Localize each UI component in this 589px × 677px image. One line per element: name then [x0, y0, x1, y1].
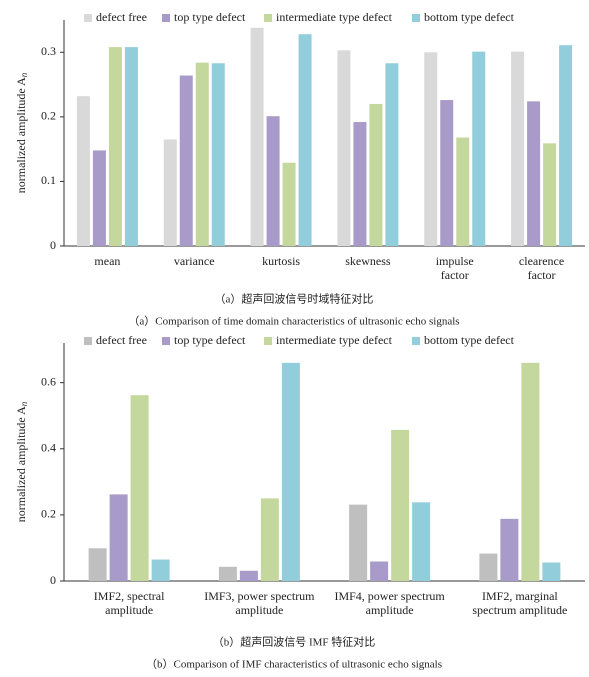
x-tick-label: IMF2, marginal spectrum amplitude: [472, 589, 567, 617]
x-tick-label: IMF3, power spectrum amplitude: [204, 589, 315, 617]
x-tick-label: mean: [94, 254, 120, 268]
bar: [108, 47, 122, 247]
legend-label: intermediate type defect: [276, 333, 393, 347]
bar: [239, 570, 258, 581]
y-tick-label: 0.2: [41, 109, 56, 123]
x-tick-label: skewness: [345, 254, 391, 268]
legend-swatch: [84, 14, 92, 22]
y-axis-label-sub: n: [19, 72, 29, 77]
bar: [109, 494, 128, 581]
caption-cn: （a）超声回波信号时域特征对比: [215, 292, 374, 306]
x-tick-label: variance: [174, 254, 215, 268]
legend-swatch: [162, 14, 170, 22]
bar: [179, 75, 193, 246]
bar: [250, 27, 264, 247]
legend-label: defect free: [96, 333, 147, 347]
bar: [370, 561, 389, 581]
caption-cn: （b）超声回波信号 IMF 特征对比: [213, 635, 376, 649]
y-tick-label: 0: [50, 238, 56, 252]
legend-swatch: [264, 337, 272, 345]
bar: [92, 150, 106, 246]
bar: [337, 50, 351, 246]
x-tick-label: kurtosis: [262, 254, 300, 268]
bar: [369, 103, 383, 246]
y-axis-label: normalized amplitude An: [14, 401, 29, 522]
bar: [266, 116, 280, 246]
bar: [353, 122, 367, 246]
bar: [543, 143, 557, 246]
y-tick-label: 0.4: [41, 441, 56, 455]
x-tick-label: IMF4, power spectrum amplitude: [334, 589, 445, 617]
legend-swatch: [84, 337, 92, 345]
legend-label: defect free: [96, 10, 147, 24]
legend-swatch: [264, 14, 272, 22]
bar: [151, 559, 170, 581]
bar: [456, 137, 470, 246]
legend-swatch: [412, 337, 420, 345]
bar: [559, 45, 573, 246]
bar: [391, 429, 410, 581]
bar: [542, 562, 561, 581]
x-tick-label: impulse factor: [436, 254, 474, 282]
bar: [479, 553, 498, 581]
bar: [76, 96, 90, 247]
bar: [472, 51, 486, 246]
bar: [511, 51, 525, 246]
x-tick-label: IMF2, spectral amplitude: [94, 589, 165, 617]
bar: [281, 362, 300, 581]
bar: [440, 100, 454, 246]
bar: [218, 566, 237, 581]
bar: [521, 362, 540, 581]
bar: [527, 101, 541, 246]
bar: [500, 518, 519, 581]
legend-swatch: [412, 14, 420, 22]
bar: [260, 498, 279, 581]
legend-label: intermediate type defect: [276, 10, 393, 24]
legend-label: top type defect: [174, 10, 246, 24]
y-tick-label: 0.2: [41, 507, 56, 521]
y-tick-label: 0.3: [41, 44, 56, 58]
bar: [298, 34, 312, 246]
legend-label: bottom type defect: [424, 333, 515, 347]
y-axis-label-sub: n: [19, 401, 29, 406]
bar: [412, 502, 431, 581]
x-tick-label: clearence factor: [519, 254, 564, 282]
bar: [88, 548, 107, 581]
bar: [163, 139, 177, 246]
bar: [130, 395, 149, 581]
y-tick-label: 0: [50, 573, 56, 587]
bar: [211, 63, 225, 247]
y-tick-label: 0.6: [41, 374, 56, 388]
bar: [349, 504, 368, 581]
bar: [282, 162, 296, 246]
y-axis-label: normalized amplitude An: [14, 72, 29, 193]
legend-swatch: [162, 337, 170, 345]
legend-label: bottom type defect: [424, 10, 515, 24]
bar: [195, 62, 209, 246]
legend-label: top type defect: [174, 333, 246, 347]
bar: [385, 63, 399, 247]
bar: [124, 47, 138, 247]
caption-en: （b）Comparison of IMF characteristics of …: [146, 658, 442, 671]
bar: [424, 52, 438, 247]
y-tick-label: 0.1: [41, 173, 56, 187]
caption-en: （a）Comparison of time domain characteris…: [128, 315, 459, 328]
